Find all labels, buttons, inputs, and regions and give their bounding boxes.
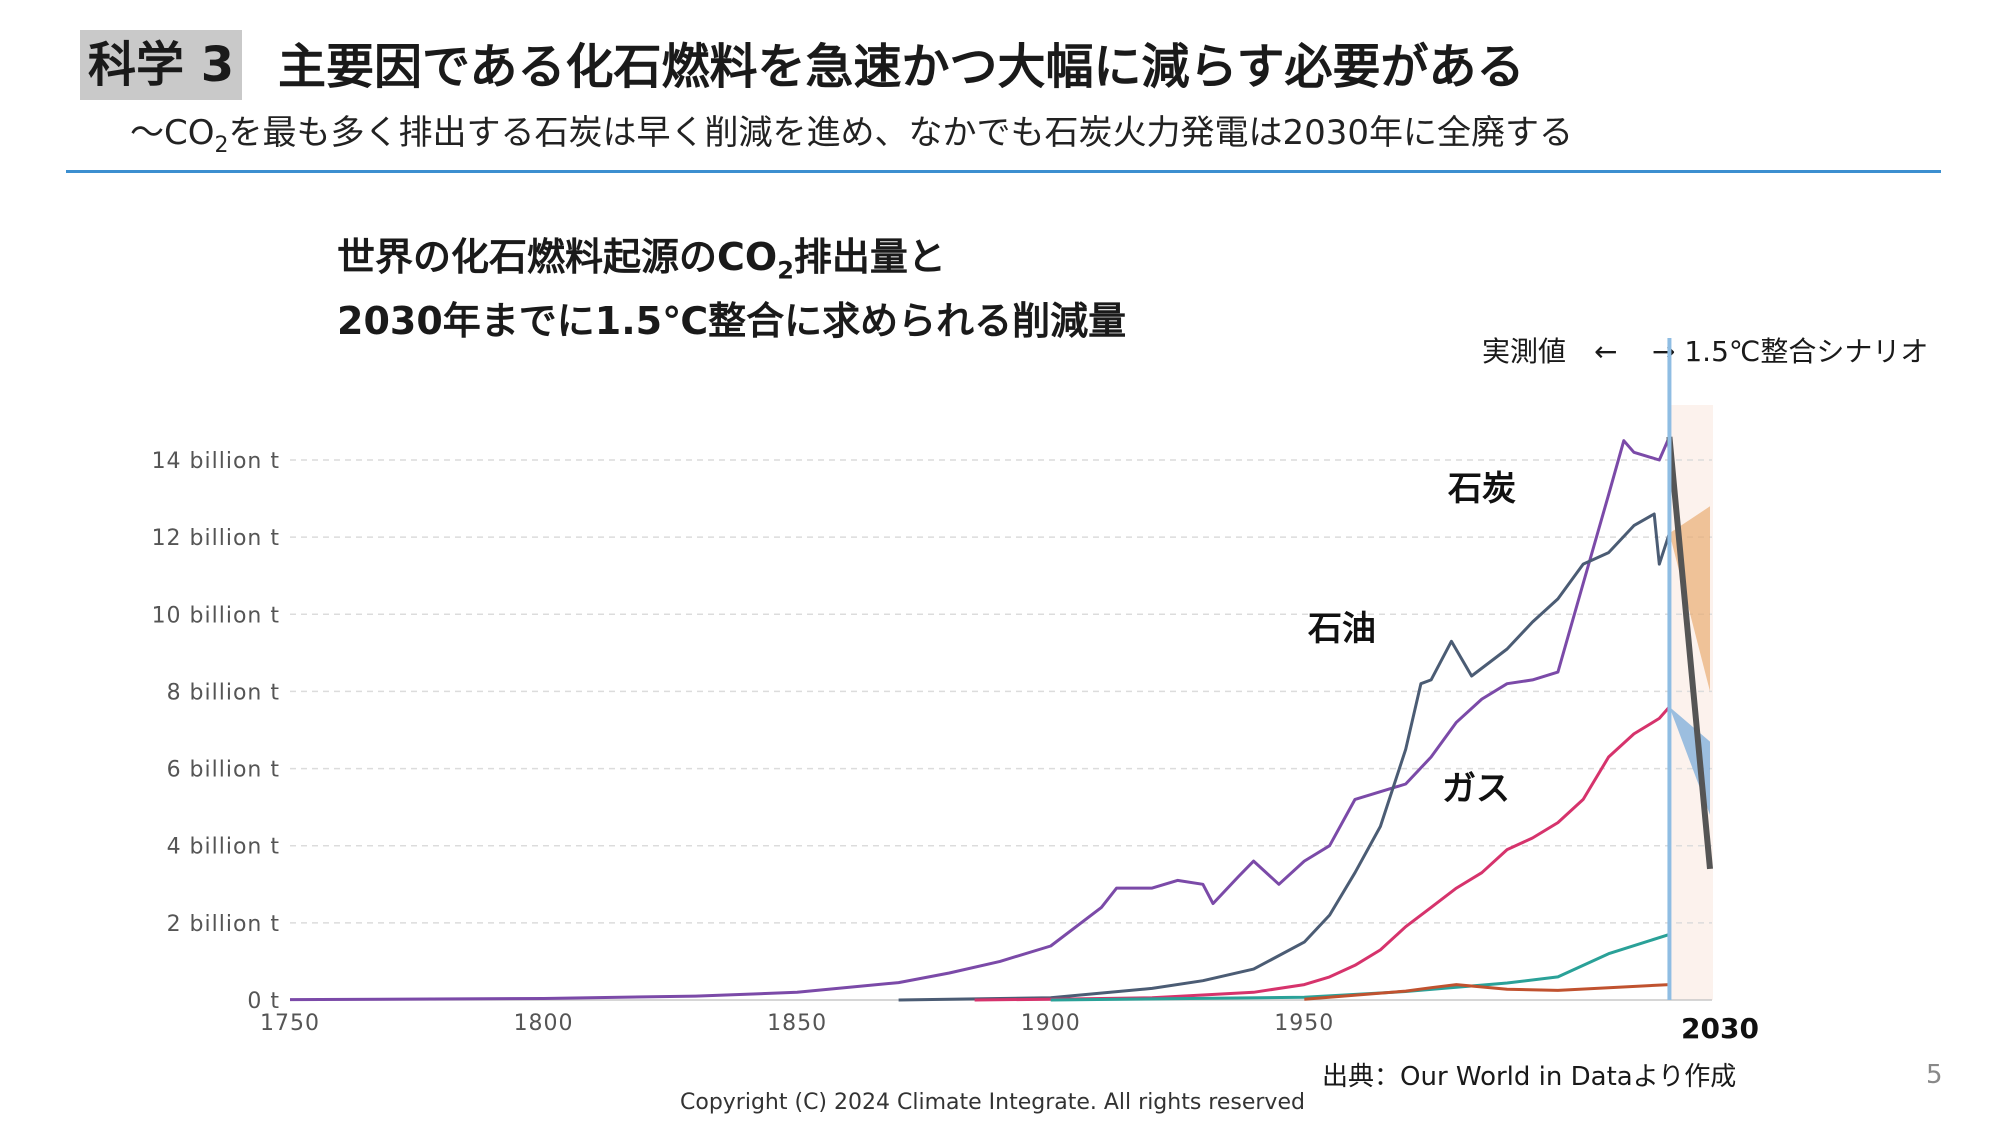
x-tick-label: 1850 [767,1011,827,1036]
series-line-石油 [898,512,1671,1002]
x-end-label: 2030 [1681,1012,1759,1045]
subtitle-post: を最も多く排出する石炭は早く削減を進め、なかでも石炭火力発電は2030年に全廃す… [228,113,1574,153]
slide-subtitle: ～CO2を最も多く排出する石炭は早く削減を進め、なかでも石炭火力発電は2030年… [130,108,1573,171]
y-tick-label: 14 billion t [152,449,280,474]
page-number: 5 [1926,1060,1943,1090]
heading-pre: 世界の化石燃料起源のCO [337,235,778,279]
scenario-label: → 1.5℃整合シナリオ [1652,335,1929,368]
subtitle-sub: 2 [214,132,229,158]
chart-heading-line1: 世界の化石燃料起源のCO2排出量と [337,232,1126,296]
y-tick-label: 4 billion t [167,835,280,860]
heading-post: 排出量と [793,235,946,279]
series-label-石炭: 石炭 [1447,469,1516,509]
y-tick-label: 10 billion t [152,603,280,628]
section-tag: 科学 3 [80,30,243,100]
series-line-石炭 [289,436,1671,1002]
y-tick-label: 8 billion t [167,680,280,705]
y-tick-label: 0 t [247,989,280,1014]
x-tick-label: 1950 [1274,1011,1334,1036]
source-note: 出典：Our World in Dataより作成 [1322,1062,1737,1092]
heading-sub: 2 [777,256,794,285]
coal-reduction-path [1666,436,1713,870]
x-tick-label: 1750 [260,1011,320,1036]
y-tick-label: 6 billion t [167,758,280,783]
slide-title: 主要因である化石燃料を急速かつ大幅に減らす必要がある [278,39,1525,95]
title-divider [66,170,1941,173]
copyright: Copyright (C) 2024 Climate Integrate. Al… [680,1090,1305,1115]
series-label-石油: 石油 [1307,609,1376,649]
series-line-ガス [974,705,1671,1002]
series-line-セメント [1050,932,1670,1002]
x-tick-label: 1900 [1021,1011,1081,1036]
chart-heading-line2: 2030年までに1.5℃整合に求められる削減量 [337,298,1127,343]
subtitle-pre: ～CO [130,113,215,153]
chart-heading: 世界の化石燃料起源のCO2排出量と 2030年までに1.5℃整合に求められる削減… [337,232,1126,346]
y-tick-label: 12 billion t [152,526,280,551]
series-line-フレア [1304,983,1670,1001]
x-tick-label: 1800 [514,1011,574,1036]
observed-label: 実測値 ← [1482,335,1618,368]
y-tick-label: 2 billion t [167,912,280,937]
series-label-ガス: ガス [1442,769,1510,809]
